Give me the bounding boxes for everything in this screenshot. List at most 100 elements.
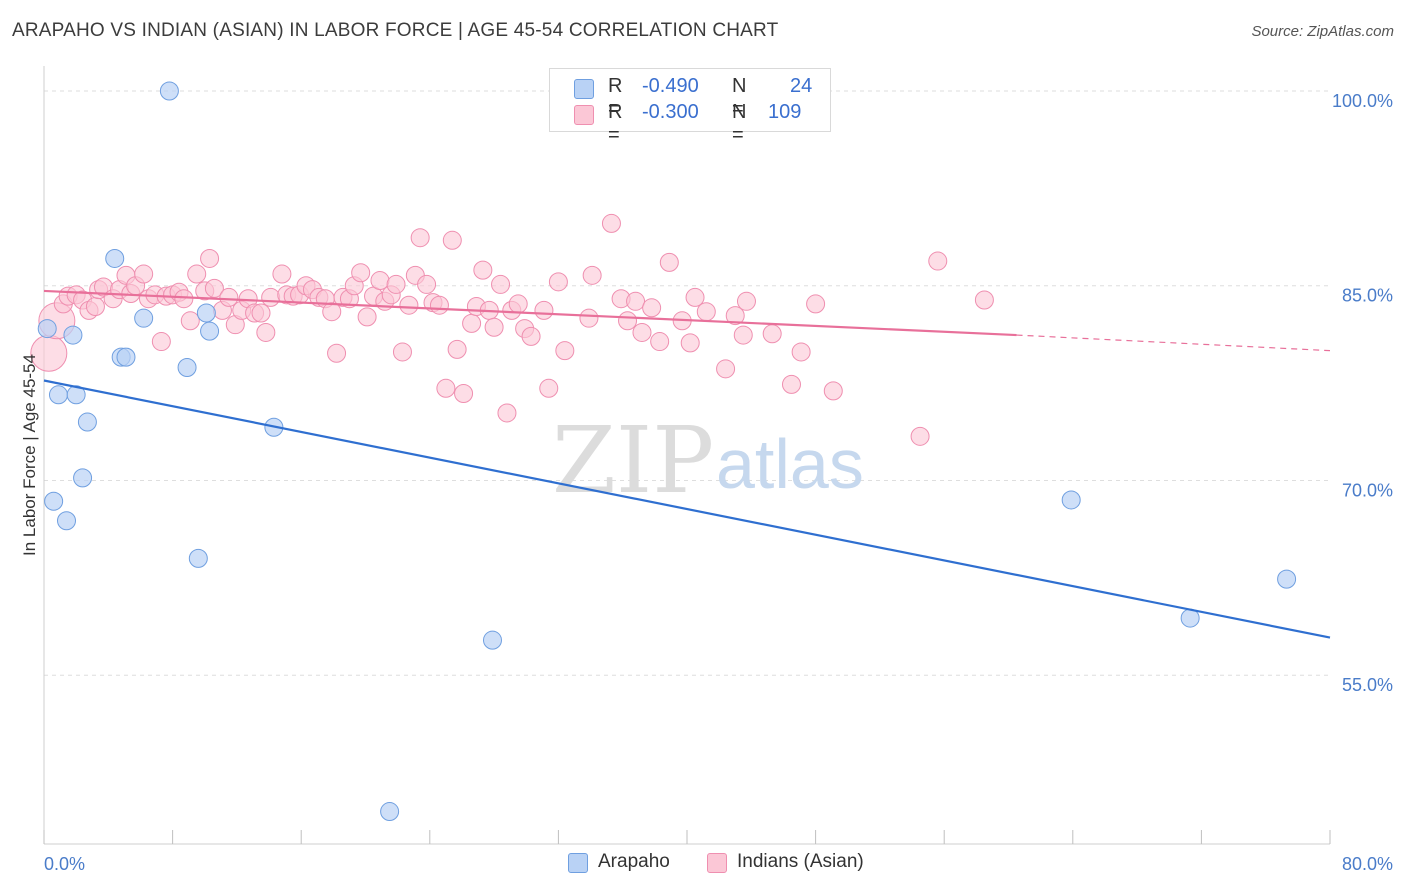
series-legend-label: Arapaho bbox=[598, 851, 670, 872]
arapaho-point bbox=[48, 385, 68, 405]
indians-asian-point bbox=[272, 264, 292, 284]
arapaho-point bbox=[57, 511, 77, 531]
indians-asian-point bbox=[791, 342, 811, 362]
y-tick-label: 70.0% bbox=[1342, 480, 1393, 500]
indians-asian-point bbox=[928, 251, 948, 271]
indians-asian-point bbox=[454, 383, 474, 403]
legend-r-value: -0.490 bbox=[642, 75, 699, 97]
indians-asian-point bbox=[579, 308, 599, 328]
indians-asian-point bbox=[548, 272, 568, 292]
indians-asian-point bbox=[650, 332, 670, 352]
y-axis-label: In Labor Force | Age 45-54 bbox=[20, 354, 39, 556]
chart-title: ARAPAHO VS INDIAN (ASIAN) IN LABOR FORCE… bbox=[12, 20, 779, 41]
indians-asian-point bbox=[497, 403, 517, 423]
indians-asian-point bbox=[521, 326, 541, 346]
indians-asian-point bbox=[555, 341, 575, 361]
grid-lines bbox=[44, 90, 1330, 676]
indians-asian-trend-extension bbox=[1016, 334, 1331, 352]
legend-r-label: R = bbox=[608, 101, 623, 146]
indians-asian-point bbox=[204, 278, 224, 298]
indians-asian-point bbox=[806, 294, 826, 314]
tick-labels: 100.0% 85.0% 70.0% 55.0% 0.0% 80.0% bbox=[44, 91, 1393, 874]
indians-asian-point bbox=[680, 333, 700, 353]
y-tick-label: 100.0% bbox=[1332, 91, 1393, 111]
indians-asian-point bbox=[473, 260, 493, 280]
arapaho-point bbox=[200, 321, 220, 341]
legend-swatch-arapaho bbox=[574, 79, 594, 99]
x-tick-label: 0.0% bbox=[44, 854, 85, 874]
indians-asian-point bbox=[762, 324, 782, 344]
arapaho-point bbox=[134, 308, 154, 328]
indians-asian-point bbox=[399, 295, 419, 315]
arapaho-point bbox=[188, 548, 208, 568]
source-credit: Source: ZipAtlas.com bbox=[1251, 23, 1394, 40]
legend-r-value: -0.300 bbox=[642, 101, 699, 123]
arapaho-point bbox=[116, 347, 136, 367]
indians-asian-point bbox=[386, 274, 406, 294]
series-legend-swatch-arapaho bbox=[568, 853, 588, 873]
arapaho-point bbox=[37, 319, 57, 339]
legend-n-label: N = bbox=[732, 101, 747, 146]
arapaho-points bbox=[37, 81, 1297, 822]
indians-asian-point bbox=[685, 287, 705, 307]
legend-swatch-indians-asian bbox=[574, 105, 594, 125]
indians-asian-point bbox=[256, 322, 276, 342]
arapaho-point bbox=[196, 303, 216, 323]
arapaho-point bbox=[63, 325, 83, 345]
indians-asian-point bbox=[410, 228, 430, 248]
indians-asian-point bbox=[781, 374, 801, 394]
indians-asian-point bbox=[219, 287, 239, 307]
y-tick-label: 55.0% bbox=[1342, 675, 1393, 695]
x-tick-label: 80.0% bbox=[1342, 854, 1393, 874]
indians-asian-point bbox=[392, 342, 412, 362]
indians-asian-point bbox=[736, 291, 756, 311]
indians-asian-point bbox=[134, 264, 154, 284]
indians-asian-point bbox=[447, 339, 467, 359]
series-legend-swatch-indians-asian bbox=[707, 853, 727, 873]
axes bbox=[43, 66, 1331, 845]
legend-r-label: R = bbox=[608, 75, 623, 120]
indians-asian-point bbox=[484, 317, 504, 337]
indians-asian-point bbox=[442, 230, 462, 250]
indians-asian-point bbox=[261, 287, 281, 307]
arapaho-point bbox=[159, 81, 179, 101]
indians-asian-point bbox=[200, 248, 220, 268]
arapaho-point bbox=[44, 491, 64, 511]
indians-asian-point bbox=[618, 311, 638, 331]
arapaho-point bbox=[73, 468, 93, 488]
indians-asian-point bbox=[357, 307, 377, 327]
indians-asian-point bbox=[823, 381, 843, 401]
indians-asian-point bbox=[462, 313, 482, 333]
arapaho-point bbox=[105, 248, 125, 268]
arapaho-point bbox=[177, 358, 197, 378]
indians-asian-point bbox=[351, 263, 371, 283]
watermark-atlas: atlas bbox=[716, 425, 864, 503]
indians-asian-point bbox=[582, 265, 602, 285]
indians-asian-point bbox=[632, 322, 652, 342]
indians-asian-point bbox=[716, 359, 736, 379]
arapaho-point bbox=[77, 412, 97, 432]
watermark-zip: ZIP bbox=[552, 407, 714, 514]
indians-asian-point bbox=[180, 311, 200, 331]
indians-asian-point bbox=[251, 303, 271, 323]
indians-asian-point bbox=[417, 274, 437, 294]
indians-asian-point bbox=[429, 295, 449, 315]
indians-asian-point bbox=[601, 213, 621, 233]
legend-n-label: N = bbox=[732, 75, 747, 120]
trend-lines bbox=[43, 289, 1331, 639]
indians-asian-point bbox=[85, 297, 105, 317]
indians-asian-point bbox=[539, 378, 559, 398]
watermark: ZIP atlas bbox=[552, 407, 864, 514]
indians-asian-point bbox=[187, 264, 207, 284]
indians-asian-point bbox=[508, 294, 528, 314]
indians-asian-point bbox=[733, 325, 753, 345]
indians-asian-point bbox=[696, 302, 716, 322]
legend-n-value: 24 bbox=[790, 75, 813, 97]
arapaho-point bbox=[1277, 569, 1297, 589]
indians-asian-point bbox=[642, 298, 662, 318]
indians-asian-point bbox=[534, 300, 554, 320]
indians-asian-point bbox=[151, 332, 171, 352]
series-legend: Arapaho Indians (Asian) bbox=[0, 850, 1406, 880]
arapaho-trend-line bbox=[43, 379, 1331, 639]
